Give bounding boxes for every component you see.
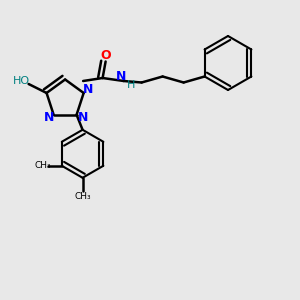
Text: H: H [127,80,135,91]
Text: N: N [116,70,126,83]
Text: CH₃: CH₃ [74,192,91,201]
Text: HO: HO [13,76,30,86]
Text: CH₃: CH₃ [34,161,51,170]
Text: O: O [100,49,111,62]
Text: N: N [44,111,54,124]
Text: N: N [83,83,93,97]
Text: N: N [77,111,88,124]
